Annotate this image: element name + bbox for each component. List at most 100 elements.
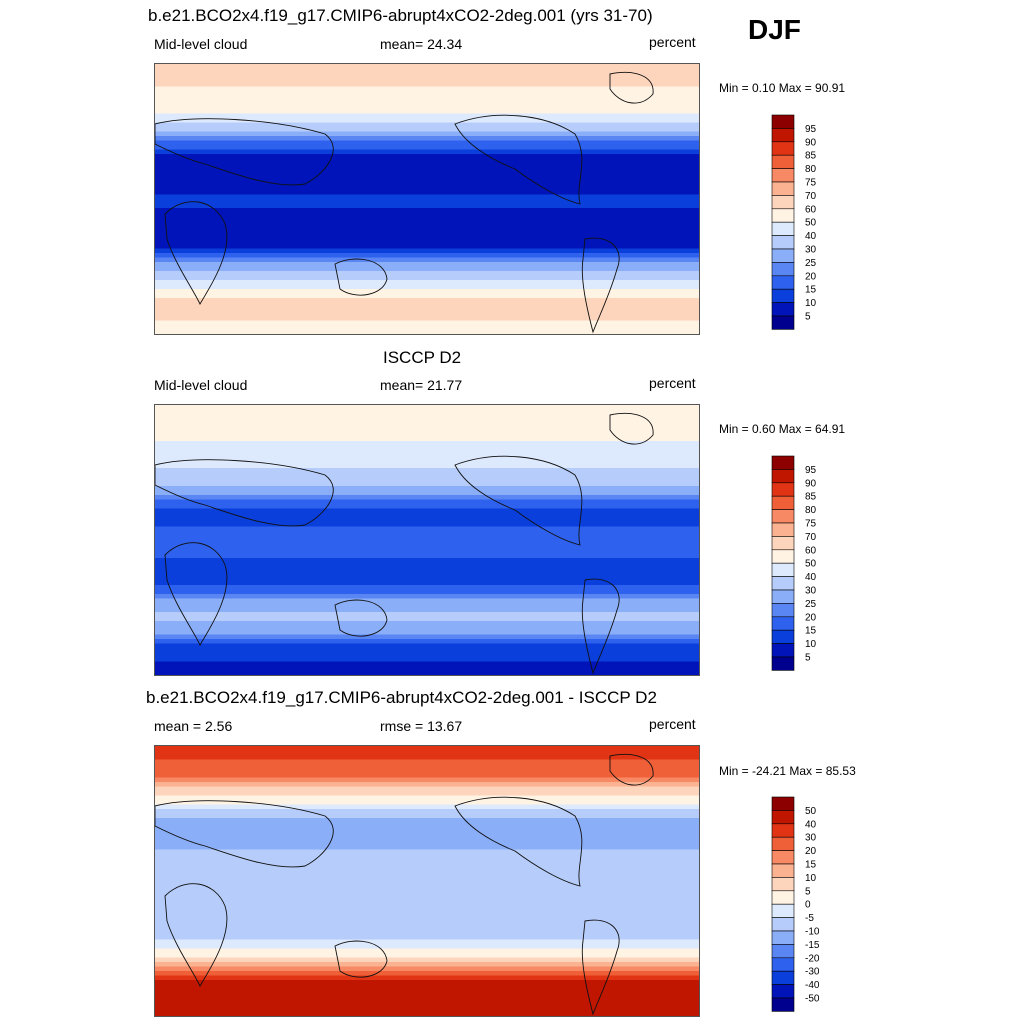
map-band [155,235,699,241]
colorbar-box [771,877,795,892]
map-band [155,881,699,887]
colorbar-box [771,917,795,932]
map-band [155,953,699,959]
panel3-rmse-label: rmse = 13.67 [380,718,463,734]
colorbar-box [771,168,795,183]
colorbar-box [771,288,795,303]
colorbar-tick-label: 80 [805,164,817,175]
colorbar-box [771,195,795,210]
map-band [155,876,699,882]
colorbar-box [771,181,795,196]
map-band [155,468,699,474]
panel3-map [154,745,700,1017]
map-band [155,68,699,74]
map-band [155,230,699,236]
panel1-units-label: percent [649,34,696,50]
map-band [155,463,699,469]
colorbar-box [771,656,795,671]
map-band [155,634,699,640]
map-band [155,172,699,178]
map-band [155,962,699,968]
colorbar-box [771,562,795,577]
map-band [155,858,699,864]
map-band [155,903,699,909]
map-band [155,82,699,88]
map-band [155,212,699,218]
map-band [155,145,699,151]
colorbar-box [771,823,795,838]
map-band [155,122,699,128]
map-band [155,625,699,631]
colorbar-tick-label: -30 [805,967,820,978]
colorbar-box [771,208,795,223]
coastline [581,237,620,334]
map-band [155,939,699,945]
map-band [155,226,699,232]
colorbar-box [771,629,795,644]
map-band [155,598,699,604]
colorbar-tick-label: 85 [805,492,817,503]
map-band [155,298,699,304]
map-band [155,253,699,259]
map-band [155,73,699,79]
map-band [155,957,699,963]
map-band [155,181,699,187]
map-band [155,782,699,788]
map-band [155,472,699,478]
map-band [155,77,699,83]
panel3-minmax: Min = -24.21 Max = 85.53 [719,764,856,778]
colorbar-box [771,495,795,510]
colorbar-tick-label: 15 [805,626,817,637]
map-band [155,643,699,649]
map-band [155,872,699,878]
panel1-title: b.e21.BCO2x4.f19_g17.CMIP6-abrupt4xCO2-2… [148,6,653,25]
colorbar-tick-label: 5 [805,886,811,897]
map-band [155,576,699,582]
colorbar-tick-label: 85 [805,151,817,162]
colorbar-tick-label: 90 [805,137,817,148]
colorbar-tick-label: 40 [805,819,817,830]
map-band [155,930,699,936]
colorbar-box [771,522,795,537]
map-band [155,149,699,155]
panel3-colorbar: 50 40 30 20 15 10 5 0 -5 -10 -15 -20 -30 -40 -50 [771,796,820,1012]
colorbar-tick-label: 10 [805,298,817,309]
colorbar-box [771,616,795,631]
map-band [155,293,699,299]
map-band [155,302,699,308]
panel2-colorbar: 95 90 85 80 75 70 60 50 40 30 25 20 15 10 5 [771,455,817,671]
colorbar-tick-label: 10 [805,873,817,884]
map-band [155,517,699,523]
colorbar-tick-label: 60 [805,545,817,556]
colorbar-tick-label: 5 [805,653,811,664]
map-band [155,804,699,810]
colorbar-box [771,970,795,985]
colorbar-tick-label: 20 [805,846,817,857]
panel2-mean-label: mean= 21.77 [380,377,463,393]
map-band [155,176,699,182]
map-band [155,136,699,142]
map-band [155,190,699,196]
colorbar-box [771,603,795,618]
season-label: DJF [748,14,801,45]
colorbar-box [771,235,795,250]
colorbar-box [771,984,795,999]
colorbar-tick-label: 25 [805,258,817,269]
map-band [155,118,699,124]
map-band [155,248,699,254]
panel2-minmax: Min = 0.60 Max = 64.91 [719,422,846,436]
map-band [155,271,699,277]
colorbar-box [771,128,795,143]
map-band [155,594,699,600]
colorbar-tick-label: 0 [805,900,811,911]
coastline [155,800,334,868]
map-band [155,998,699,1004]
map-band [155,513,699,519]
map-band [155,490,699,496]
map-band [155,284,699,290]
coastline [609,412,654,445]
map-band [155,154,699,160]
colorbar-tick-label: -50 [805,994,820,1005]
map-band [155,504,699,510]
map-band [155,558,699,564]
